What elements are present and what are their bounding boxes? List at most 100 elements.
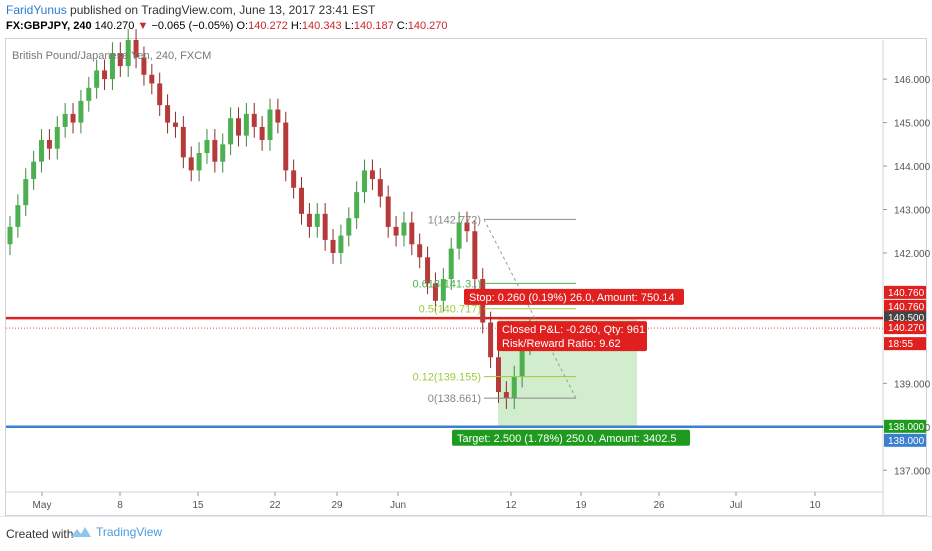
y-tick-label: 145.000 (894, 119, 931, 130)
price-axis-label: 140.270 (888, 323, 925, 334)
candle-body (31, 161, 37, 180)
candle-body (228, 118, 234, 145)
x-tick-label: 22 (269, 500, 281, 511)
target-label-bg (452, 429, 690, 446)
candle-body (322, 213, 328, 240)
candle-body (346, 218, 352, 236)
x-tick-label: 15 (192, 500, 204, 511)
candle-body (109, 53, 115, 80)
x-tick-label: 26 (653, 500, 665, 511)
candle-body (432, 283, 438, 301)
candle-body (188, 157, 194, 171)
risk-reward-label: Risk/Reward Ratio: 9.62 (502, 338, 621, 350)
price-axis-label-bg (884, 337, 926, 351)
candle-body (503, 392, 509, 399)
candle-body (472, 231, 478, 280)
x-tick-label: 12 (505, 500, 517, 511)
tradingview-logo-icon (71, 527, 91, 537)
fib-level-label: 0.5(140.717) (419, 304, 481, 316)
candle-body (425, 257, 431, 284)
price-axis-label: 138.000 (888, 422, 925, 433)
candle-body (259, 126, 265, 140)
fib-level-label: 1(142.772) (428, 214, 481, 226)
target-label: Target: 2.500 (1.78%) 250.0, Amount: 340… (457, 433, 677, 445)
candle-body (385, 196, 391, 227)
risk-reward-label-bg (497, 335, 647, 352)
current-price: 140.270 (94, 20, 135, 32)
brand-text: TradingView (96, 525, 163, 539)
x-tick-label: 8 (117, 500, 123, 511)
candle-body (440, 279, 446, 301)
candle-body (149, 74, 155, 84)
candle-body (291, 170, 297, 188)
candle-body (39, 139, 45, 162)
candle-body (495, 357, 501, 393)
candle-body (172, 122, 178, 127)
author-link[interactable]: FaridYunus (6, 3, 67, 17)
price-axis-label-bg (884, 419, 926, 433)
fib-level-label: 0.12(139.155) (413, 372, 482, 384)
price-axis-label-bg (884, 433, 926, 447)
candle-body (7, 226, 13, 245)
stop-label-bg (464, 288, 684, 305)
candle-body (488, 322, 494, 358)
instrument-label: British Pound/Japanese Yen, 240, FXCM (12, 50, 212, 62)
y-tick-label: 139.000 (894, 379, 931, 390)
stop-label: Stop: 0.260 (0.19%) 26.0, Amount: 750.14 (469, 292, 674, 304)
chart-header: FaridYunus published on TradingView.com,… (0, 0, 932, 38)
candle-body (102, 70, 108, 80)
candle-body (362, 170, 368, 193)
candle-body (377, 179, 383, 197)
candle-body (141, 57, 147, 75)
x-tick-label: 19 (575, 500, 587, 511)
price-change: −0.065 (−0.05%) (151, 20, 234, 32)
candle-body (519, 344, 525, 377)
fib-level-label: 0(138.661) (428, 393, 481, 405)
candle-body (165, 105, 171, 123)
open-label: O: (236, 20, 249, 32)
footer: Created with TradingView (0, 516, 932, 551)
candle-body (251, 113, 257, 127)
candle-body (54, 126, 60, 149)
candle-body (212, 139, 218, 162)
candle-body (417, 244, 423, 258)
close-value: 140.270 (407, 20, 448, 32)
candle-body (243, 113, 249, 136)
candle-body (338, 235, 344, 253)
x-tick-label: May (33, 500, 52, 511)
closed-pnl-label: Closed P&L: -0.260, Qty: 961 (502, 324, 645, 336)
open-value: 140.272 (248, 20, 288, 32)
candle-body (354, 192, 360, 219)
tradingview-brand[interactable]: TradingView (70, 525, 162, 539)
candle-body (15, 205, 21, 227)
candle-body (401, 222, 407, 236)
high-value: 140.343 (301, 20, 342, 32)
candle-body (235, 118, 241, 136)
candle-body (86, 87, 92, 101)
y-tick-label: 143.000 (894, 206, 931, 217)
closed-pnl-label-bg (497, 321, 647, 338)
price-axis-label: 138.000 (888, 436, 925, 447)
candle-body (275, 109, 281, 123)
price-axis-label-bg (884, 285, 926, 299)
low-label: L: (344, 20, 354, 32)
chart-area[interactable] (5, 38, 927, 516)
candle-body (448, 248, 454, 280)
price-axis-label: 140.760 (888, 302, 925, 313)
ohlc-legend: FX:GBPJPY, 240 140.270 ▼ −0.065 (−0.05%)… (6, 20, 448, 32)
candle-body (330, 239, 336, 253)
price-axis-label: 18:55 (888, 339, 913, 350)
candle-body (23, 179, 29, 206)
y-tick-label: 142.000 (894, 249, 931, 260)
down-arrow-icon: ▼ (137, 20, 149, 32)
candle-body (511, 376, 517, 399)
y-tick-label: 144.000 (894, 162, 931, 173)
published-text: published on TradingView.com, June 13, 2… (70, 3, 376, 17)
publish-info: FaridYunus published on TradingView.com,… (6, 3, 375, 17)
candle-body (409, 222, 415, 245)
x-tick-label: Jun (390, 500, 406, 511)
x-tick-label: 10 (809, 500, 821, 511)
symbol-label[interactable]: FX:GBPJPY, 240 (6, 20, 92, 32)
candle-body (464, 222, 470, 232)
